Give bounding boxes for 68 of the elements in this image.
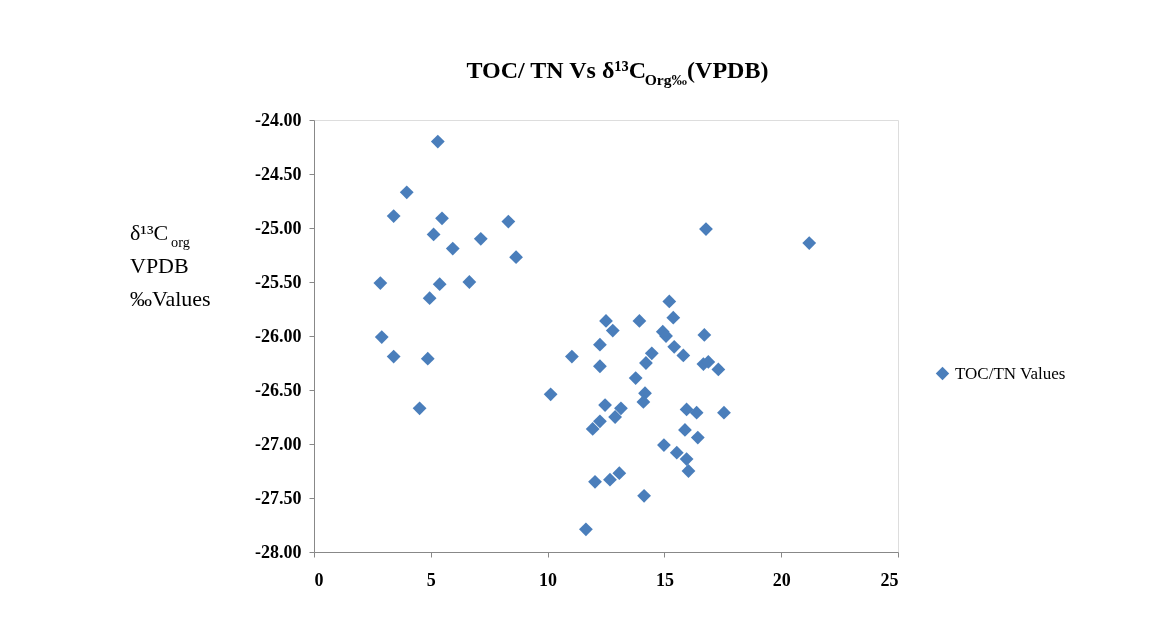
point — [543, 387, 558, 402]
point — [608, 410, 622, 424]
point — [509, 250, 523, 265]
point — [603, 472, 617, 487]
x-tick-label: 15 — [655, 569, 674, 590]
point — [667, 339, 682, 354]
point — [689, 405, 704, 420]
y-tick-label: -25.00 — [255, 217, 302, 238]
x-tick-label: 0 — [314, 569, 324, 590]
y-tick-label: -24.50 — [255, 163, 302, 184]
point — [432, 277, 447, 292]
point — [374, 330, 389, 344]
point — [636, 394, 651, 409]
point — [430, 134, 445, 149]
point — [473, 231, 488, 246]
point — [426, 227, 441, 242]
point — [657, 438, 671, 452]
point — [612, 466, 627, 481]
point — [588, 474, 602, 489]
point — [598, 398, 612, 413]
point — [445, 241, 460, 256]
legend-label: TOC/TN Values — [955, 363, 1066, 383]
point — [373, 276, 388, 290]
point — [614, 401, 628, 416]
point — [399, 185, 414, 200]
point — [681, 464, 696, 478]
point — [501, 214, 516, 229]
point — [690, 430, 705, 445]
y-tick-label: -27.00 — [255, 433, 302, 454]
point — [386, 349, 401, 364]
point — [628, 371, 643, 386]
point — [412, 401, 427, 416]
point — [666, 310, 681, 325]
x-tick-label: 5 — [426, 569, 436, 590]
point — [462, 275, 477, 289]
point — [599, 313, 613, 328]
point — [579, 522, 593, 537]
y-tick-label: -25.50 — [255, 271, 302, 292]
point — [565, 349, 579, 364]
point — [697, 328, 712, 342]
y-tick-label: -24.00 — [255, 109, 302, 130]
point — [711, 362, 726, 377]
point — [593, 359, 607, 374]
y-tick-label: -28.00 — [255, 541, 302, 562]
point — [679, 402, 694, 417]
point — [386, 209, 401, 224]
x-tick-label: 25 — [880, 569, 899, 590]
point — [632, 313, 647, 328]
y-tick-label: -27.50 — [255, 487, 302, 508]
point — [605, 323, 620, 338]
y-tick-label: -26.50 — [255, 379, 302, 400]
point — [435, 211, 449, 226]
point — [669, 445, 684, 460]
point — [585, 421, 600, 436]
y-tick-label: -26.00 — [255, 325, 302, 346]
point — [593, 337, 607, 352]
x-tick-label: 10 — [539, 569, 558, 590]
point — [802, 236, 817, 251]
point — [676, 348, 691, 363]
point — [420, 351, 435, 366]
x-tick-label: 20 — [772, 569, 791, 590]
point — [662, 294, 677, 309]
point — [422, 291, 437, 306]
point — [679, 452, 694, 467]
point — [593, 414, 607, 429]
point — [644, 346, 659, 361]
point — [637, 488, 651, 503]
point — [717, 405, 731, 420]
